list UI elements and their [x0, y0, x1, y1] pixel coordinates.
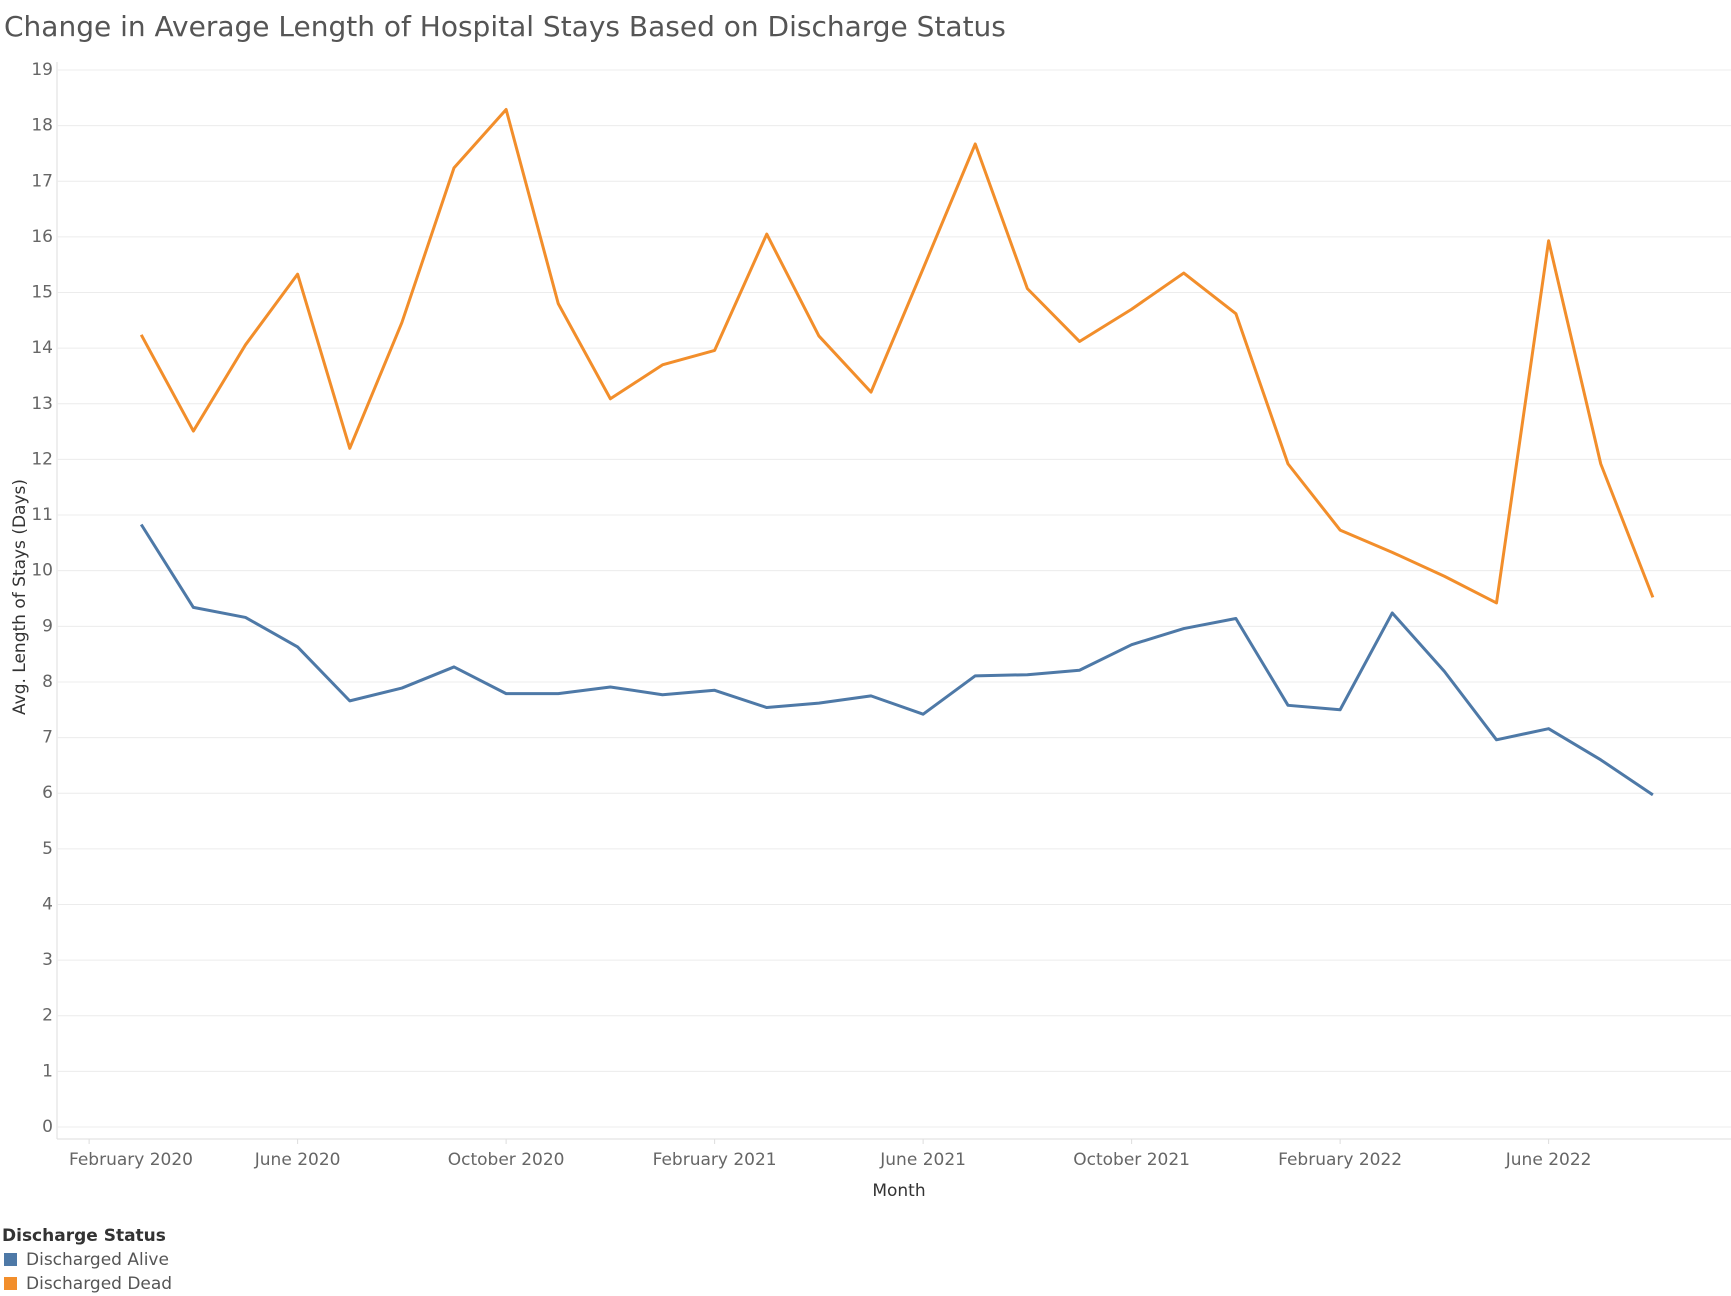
y-tick-label: 15	[31, 283, 53, 303]
y-tick-label: 7	[42, 728, 53, 748]
x-tick-label: February 2020	[69, 1150, 193, 1170]
y-tick-label: 1	[42, 1061, 53, 1081]
x-tick-label: February 2021	[653, 1150, 777, 1170]
y-tick-label: 18	[31, 116, 53, 136]
y-tick-label: 11	[31, 505, 53, 525]
chart-title: Change in Average Length of Hospital Sta…	[4, 10, 1006, 43]
y-tick-label: 2	[42, 1006, 53, 1026]
x-tick-label: June 2022	[1505, 1150, 1592, 1170]
y-tick-label: 12	[31, 449, 53, 469]
y-axis-title: Avg. Length of Stays (Days)	[10, 479, 30, 715]
y-tick-label: 19	[31, 60, 53, 80]
x-tick-label: February 2022	[1278, 1150, 1402, 1170]
y-tick-label: 6	[42, 783, 53, 803]
x-tick-label: October 2020	[448, 1150, 565, 1170]
legend-title: Discharge Status	[2, 1226, 166, 1246]
y-tick-label: 3	[42, 950, 53, 970]
y-tick-label: 13	[31, 394, 53, 414]
series-line	[139, 107, 1655, 605]
y-tick-label: 4	[42, 894, 53, 914]
y-tick-label: 17	[31, 171, 53, 191]
x-tick-label: October 2021	[1073, 1150, 1190, 1170]
y-tick-label: 16	[31, 227, 53, 247]
y-tick-label: 14	[31, 338, 53, 358]
x-axis-title: Month	[872, 1181, 925, 1201]
y-tick-label: 9	[42, 616, 53, 636]
series-line	[139, 523, 1654, 797]
y-tick-label: 8	[42, 672, 53, 692]
legend-item: Discharged Dead	[26, 1274, 172, 1294]
legend-swatch	[4, 1277, 17, 1290]
y-tick-label: 5	[42, 839, 53, 859]
x-tick-label: June 2020	[254, 1150, 341, 1170]
y-tick-label: 10	[31, 561, 53, 581]
legend-item: Discharged Alive	[26, 1250, 169, 1270]
legend-swatch	[4, 1253, 17, 1266]
y-tick-label: 0	[42, 1117, 53, 1137]
x-tick-label: June 2021	[879, 1150, 966, 1170]
